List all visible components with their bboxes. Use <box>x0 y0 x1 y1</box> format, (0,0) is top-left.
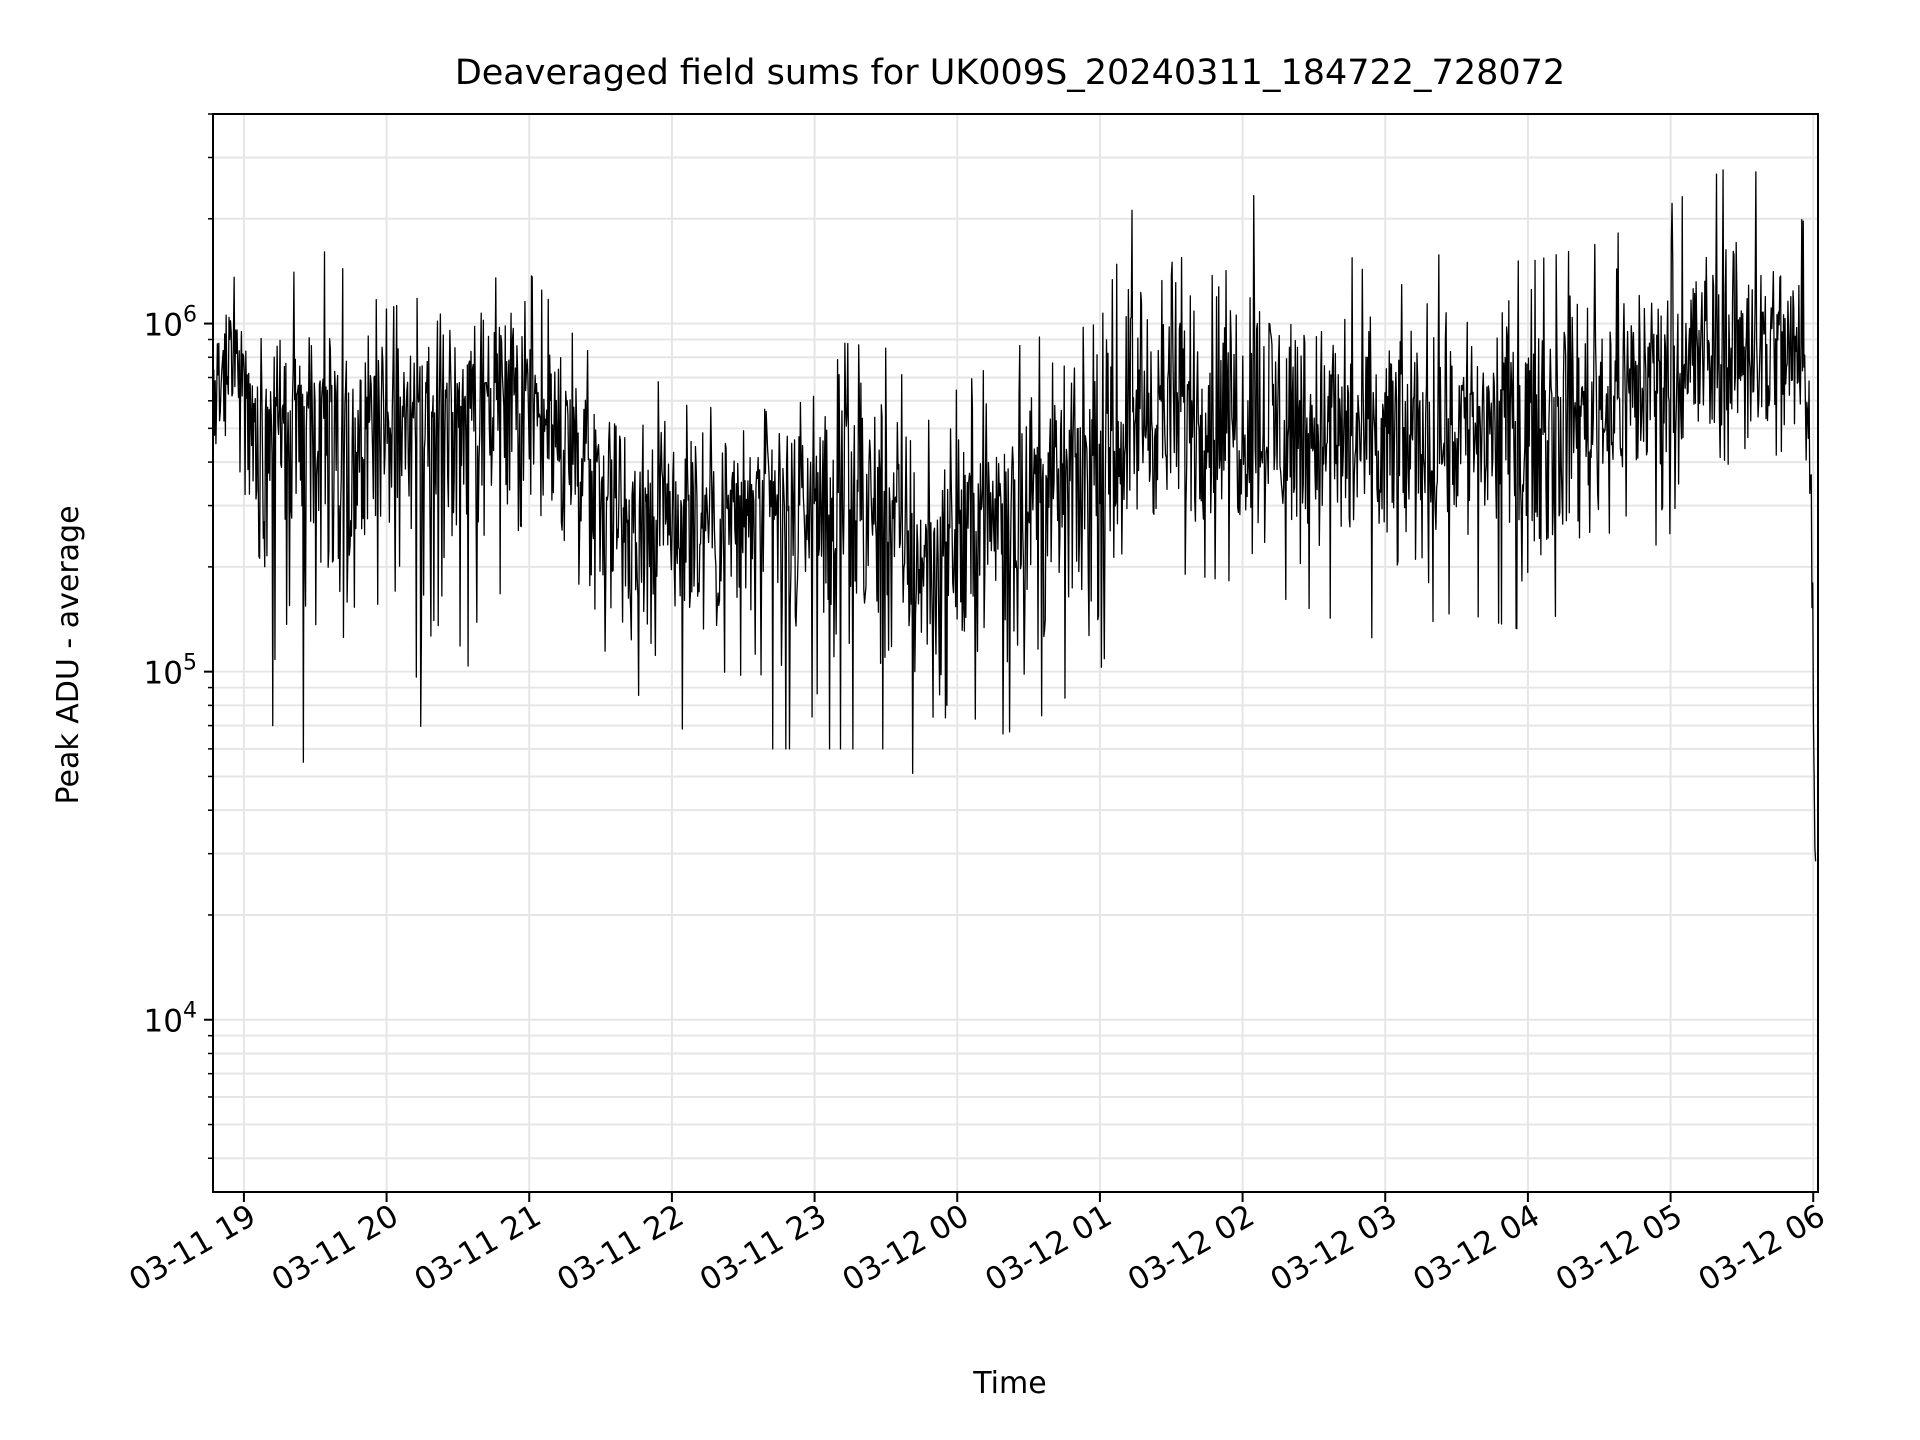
chart-title: Deaveraged field sums for UK009S_2024031… <box>455 53 1565 93</box>
plot-area <box>212 169 1817 862</box>
y-axis-label: Peak ADU - average <box>51 505 86 804</box>
axes-frame <box>212 113 1819 1193</box>
y-tick-label: 106 <box>144 303 197 344</box>
y-tick-label: 104 <box>144 999 197 1040</box>
grid-lines <box>213 113 1818 1192</box>
series-line <box>212 169 1817 862</box>
y-tick-label: 105 <box>144 651 197 692</box>
x-axis-label: Time <box>972 1366 1046 1401</box>
